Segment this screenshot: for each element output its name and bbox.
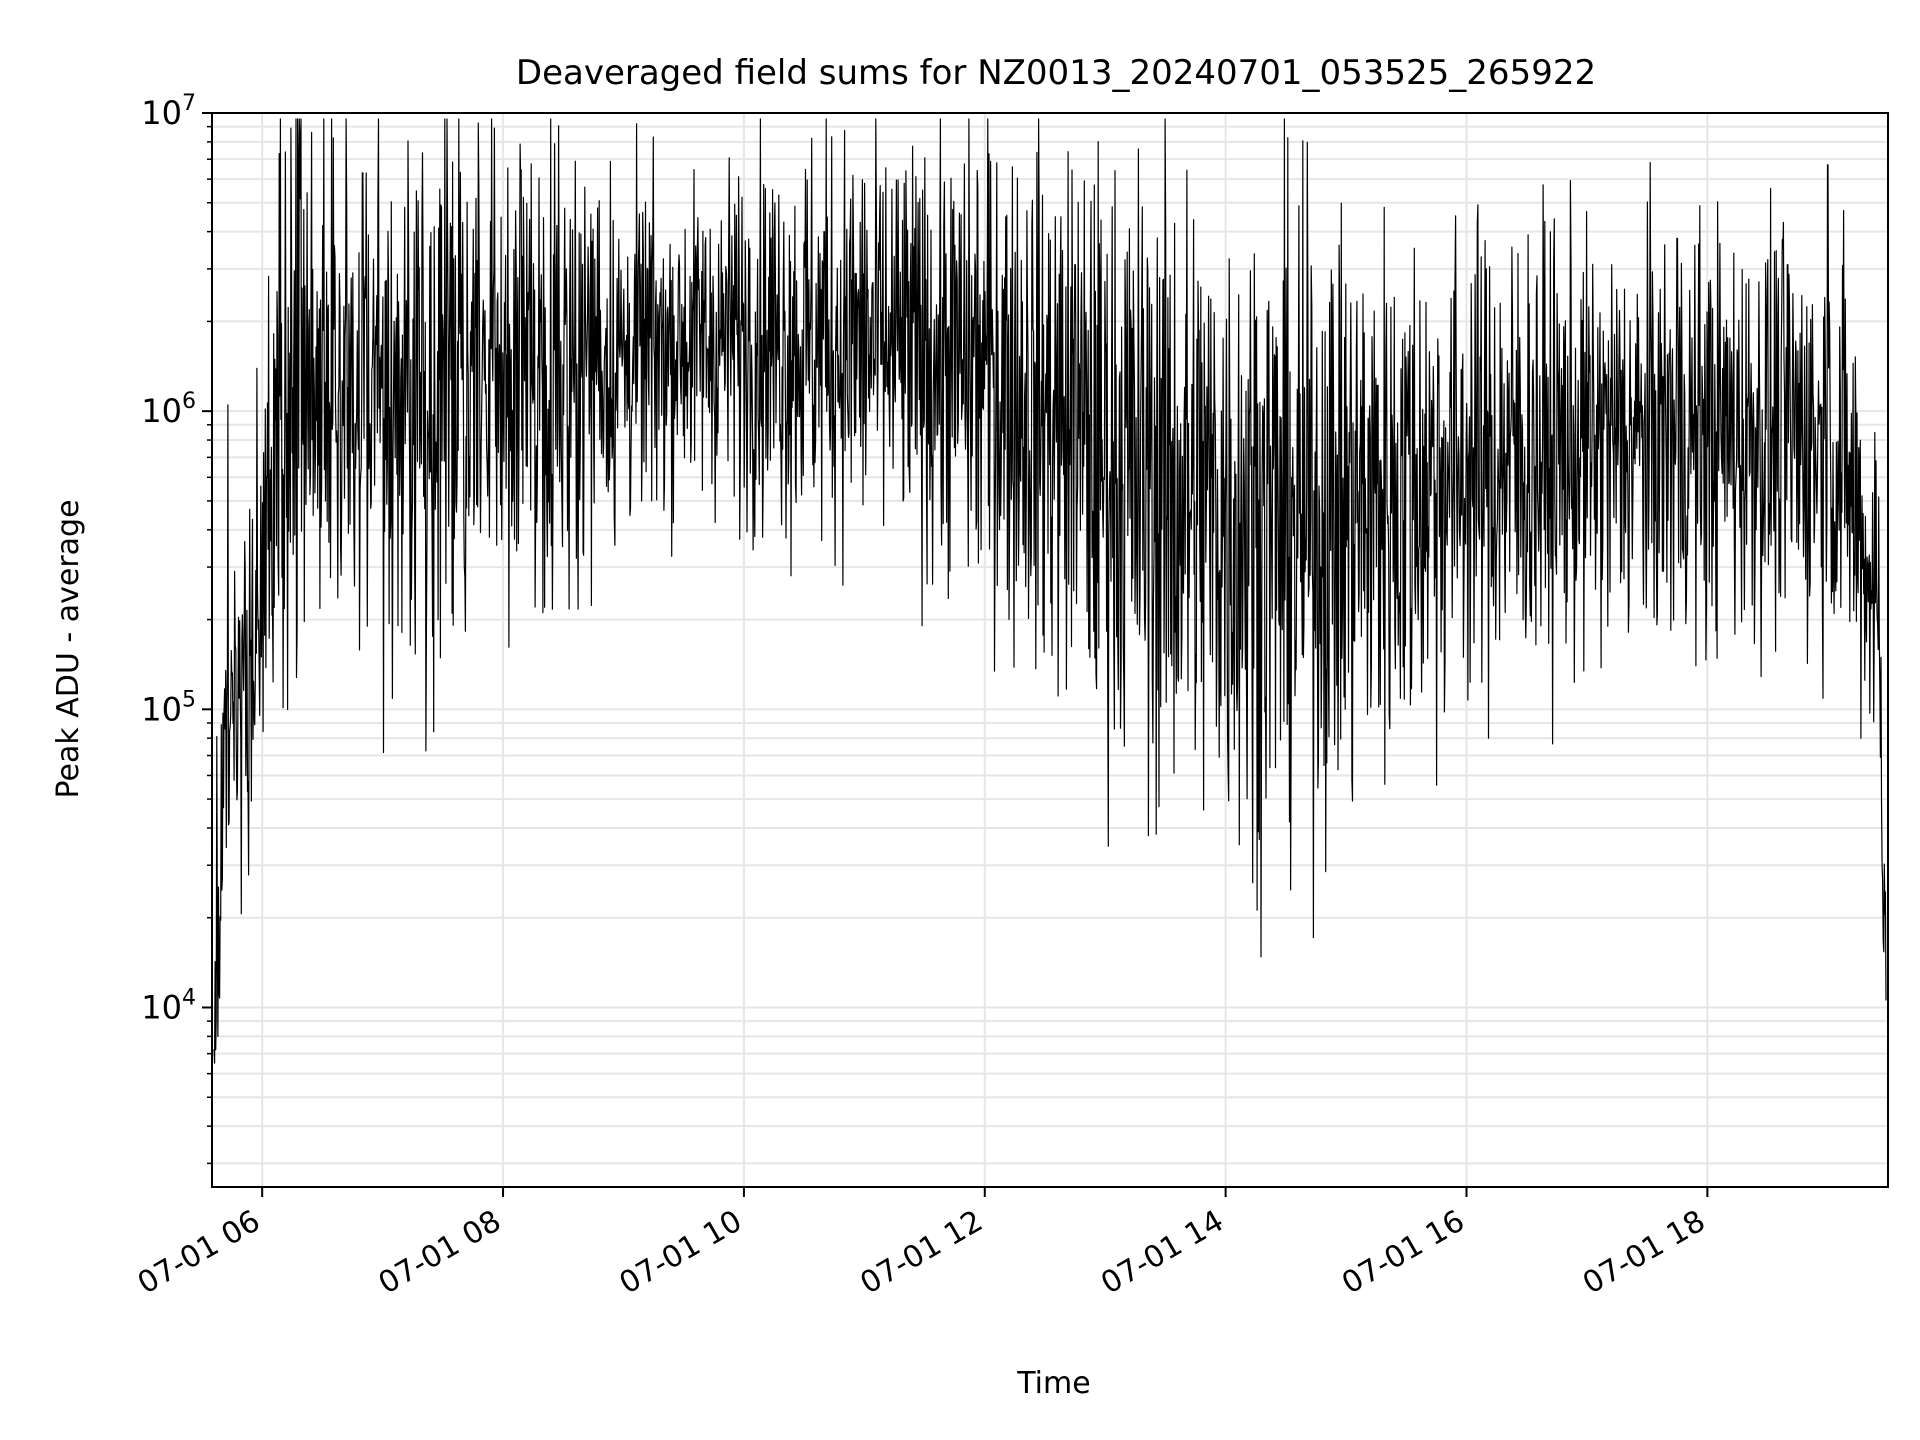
y-axis-label: Peak ADU - average (51, 499, 86, 798)
series-line (213, 118, 1887, 1064)
series-path (213, 118, 1887, 1064)
y-tick-label: 107 (141, 91, 196, 132)
y-tick-label: 104 (141, 985, 196, 1026)
plot-frame (211, 112, 1889, 1188)
y-tick-label: 105 (141, 687, 196, 728)
chart-title: Deaveraged field sums for NZ0013_2024070… (516, 53, 1596, 93)
x-axis-label: Time (1016, 1366, 1090, 1401)
y-tick-label: 106 (141, 389, 196, 430)
